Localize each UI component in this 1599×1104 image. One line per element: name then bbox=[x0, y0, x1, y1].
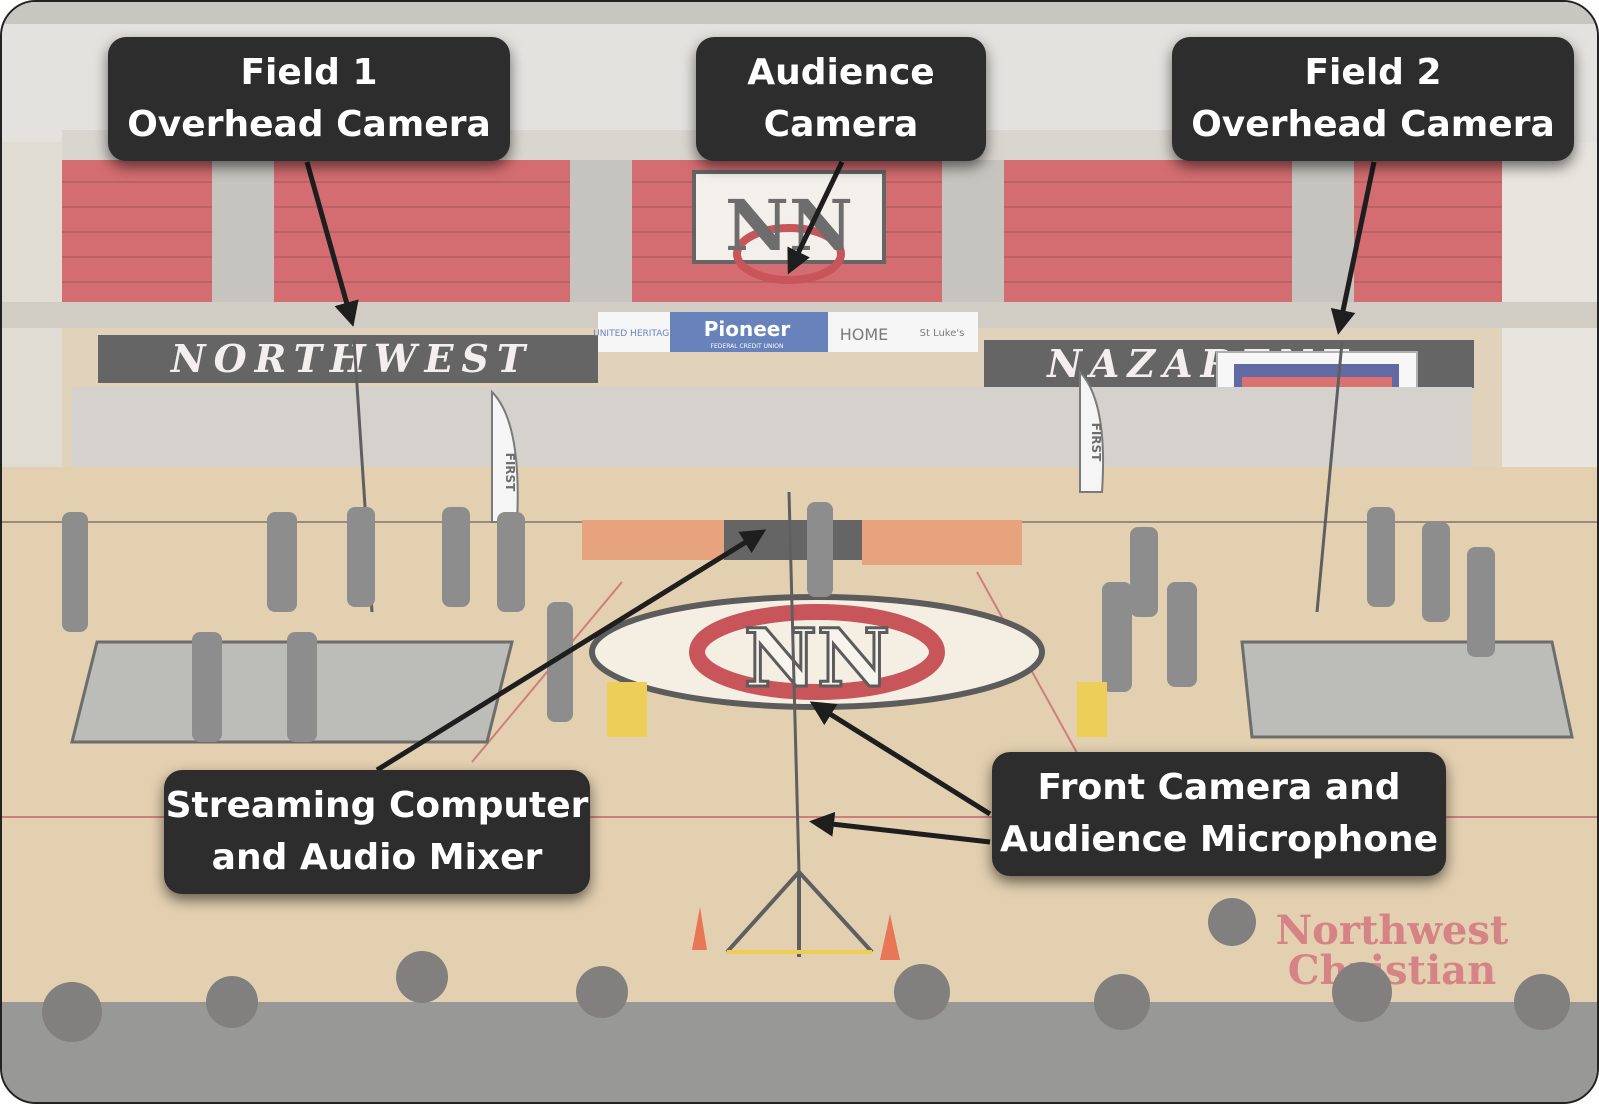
svg-text:St Luke's: St Luke's bbox=[920, 328, 965, 339]
svg-text:NORTHWEST: NORTHWEST bbox=[170, 336, 533, 381]
audience-heads bbox=[42, 898, 1570, 1042]
callout-field2-line2: Overhead Camera bbox=[1191, 104, 1555, 145]
ceiling-beam bbox=[2, 2, 1597, 24]
sponsor-board: UNITED HERITAGE Pioneer FEDERAL CREDIT U… bbox=[593, 312, 978, 352]
first-flag-right: FIRST bbox=[1079, 369, 1105, 493]
stair-aisles bbox=[212, 160, 1354, 310]
callout-field1-line1: Field 1 bbox=[240, 52, 378, 93]
callout-streaming-computer: Streaming Computer and Audio Mixer bbox=[164, 770, 590, 894]
svg-text:FEDERAL CREDIT UNION: FEDERAL CREDIT UNION bbox=[711, 343, 784, 350]
svg-text:HOME: HOME bbox=[840, 325, 889, 344]
tripod bbox=[725, 870, 874, 957]
callout-audience-line1: Audience bbox=[747, 52, 935, 93]
orange-table-right bbox=[862, 520, 1022, 565]
cone-left bbox=[692, 907, 707, 950]
callout-field2-line1: Field 2 bbox=[1304, 52, 1442, 93]
callout-streaming-line2: and Audio Mixer bbox=[211, 837, 543, 878]
svg-text:NN: NN bbox=[744, 611, 890, 705]
audience-row bbox=[2, 1002, 1597, 1102]
game-field-2 bbox=[1240, 640, 1574, 739]
callout-audience-camera: Audience Camera bbox=[696, 37, 986, 161]
banner-northwest: NORTHWEST bbox=[98, 335, 598, 383]
svg-text:Christian: Christian bbox=[1288, 947, 1496, 994]
svg-text:Pioneer: Pioneer bbox=[704, 317, 791, 341]
callout-front-line1: Front Camera and bbox=[1037, 767, 1401, 808]
svg-text:UNITED HERITAGE: UNITED HERITAGE bbox=[593, 329, 675, 339]
callout-audience-line2: Camera bbox=[763, 104, 919, 145]
callout-front-line2: Audience Microphone bbox=[999, 819, 1439, 860]
floor-text: Northwest Christian bbox=[1276, 907, 1509, 994]
svg-text:Northwest: Northwest bbox=[1276, 907, 1509, 954]
callout-field1-line2: Overhead Camera bbox=[127, 104, 491, 145]
svg-text:FIRST: FIRST bbox=[503, 453, 517, 493]
callout-streaming-line1: Streaming Computer bbox=[165, 785, 589, 826]
callout-field1-overhead-camera: Field 1 Overhead Camera bbox=[108, 37, 510, 161]
svg-text:FIRST: FIRST bbox=[1089, 423, 1103, 463]
cone-right bbox=[880, 914, 900, 960]
lower-bleachers bbox=[72, 387, 1472, 467]
callout-field2-overhead-camera: Field 2 Overhead Camera bbox=[1172, 37, 1574, 161]
callout-front-camera-microphone: Front Camera and Audience Microphone bbox=[992, 752, 1446, 876]
